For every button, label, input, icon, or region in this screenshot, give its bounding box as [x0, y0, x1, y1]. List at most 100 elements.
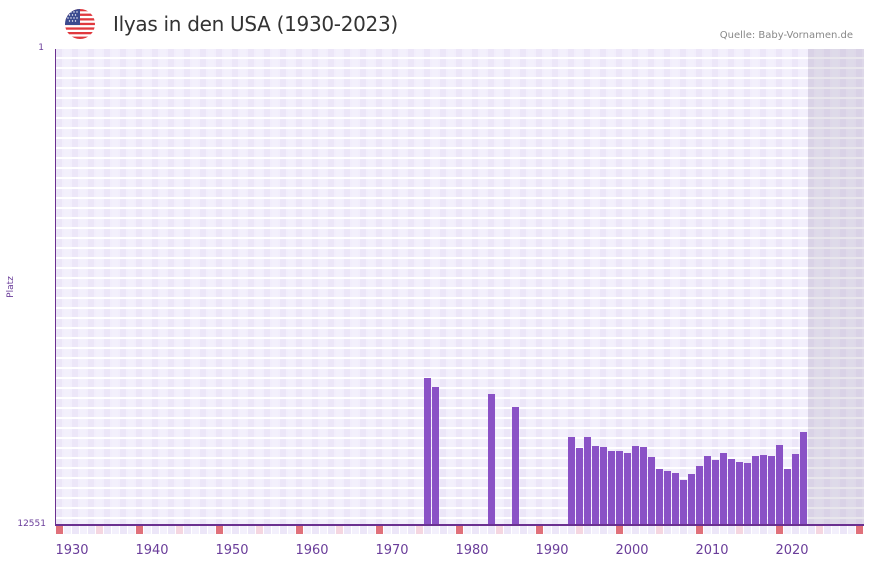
year-marker [248, 526, 255, 534]
year-marker [520, 526, 527, 534]
grid-row [56, 167, 864, 169]
bar-2019[interactable] [768, 455, 775, 525]
year-marker [736, 526, 743, 534]
year-marker [624, 526, 631, 534]
year-marker [600, 526, 607, 534]
bar-2008[interactable] [680, 479, 687, 525]
grid-row [56, 87, 864, 89]
bar-1976[interactable] [424, 378, 431, 525]
bar-2002[interactable] [632, 445, 639, 525]
bar-1984[interactable] [488, 393, 495, 525]
bar-2018[interactable] [760, 454, 767, 525]
year-marker [616, 526, 623, 534]
y-axis-title: Platz [6, 276, 16, 298]
bar-2004[interactable] [648, 456, 655, 525]
bar-2001[interactable] [624, 452, 631, 525]
grid-row [56, 467, 864, 469]
bar-2009[interactable] [688, 473, 695, 525]
grid-row [56, 67, 864, 69]
bar-1998[interactable] [600, 446, 607, 525]
usa-flag-icon [65, 9, 95, 39]
bar-2007[interactable] [672, 472, 679, 525]
grid-row [56, 417, 864, 419]
year-marker [72, 526, 79, 534]
grid-row [56, 457, 864, 459]
year-marker [720, 526, 727, 534]
year-marker [480, 526, 487, 534]
year-marker [472, 526, 479, 534]
year-marker [856, 526, 863, 534]
year-marker [144, 526, 151, 534]
grid-row [56, 77, 864, 79]
grid-row [56, 247, 864, 249]
year-marker [240, 526, 247, 534]
bar-2003[interactable] [640, 446, 647, 525]
year-marker [256, 526, 263, 534]
year-marker [784, 526, 791, 534]
bar-1999[interactable] [608, 450, 615, 525]
year-marker [840, 526, 847, 534]
grid-row [56, 177, 864, 179]
bar-2016[interactable] [744, 462, 751, 525]
bar-1997[interactable] [592, 445, 599, 525]
future-shade [808, 49, 864, 525]
year-marker [416, 526, 423, 534]
bar-2017[interactable] [752, 455, 759, 525]
year-marker [544, 526, 551, 534]
x-tick-1950: 1950 [215, 543, 249, 558]
grid-row [56, 487, 864, 489]
grid-row [56, 127, 864, 129]
year-marker [272, 526, 279, 534]
bar-1987[interactable] [512, 407, 519, 525]
bar-2011[interactable] [704, 455, 711, 525]
bar-1995[interactable] [576, 447, 583, 525]
x-tick-1980: 1980 [455, 543, 489, 558]
year-marker [488, 526, 495, 534]
year-marker [648, 526, 655, 534]
grid-row [56, 387, 864, 389]
x-tick-1970: 1970 [375, 543, 409, 558]
bar-2022[interactable] [792, 453, 799, 525]
year-marker [440, 526, 447, 534]
bar-2015[interactable] [736, 461, 743, 525]
bar-2012[interactable] [712, 459, 719, 525]
year-marker [320, 526, 327, 534]
year-marker [352, 526, 359, 534]
year-marker [168, 526, 175, 534]
grid-row [56, 97, 864, 99]
year-marker [816, 526, 823, 534]
grid-row [56, 197, 864, 199]
year-marker [192, 526, 199, 534]
bar-1996[interactable] [584, 436, 591, 525]
grid-row [56, 327, 864, 329]
grid-row [56, 237, 864, 239]
grid-row [56, 147, 864, 149]
bar-1994[interactable] [568, 436, 575, 525]
bar-1977[interactable] [432, 387, 439, 525]
bar-2014[interactable] [728, 458, 735, 525]
grid-row [56, 437, 864, 439]
grid-row [56, 137, 864, 139]
bar-2013[interactable] [720, 452, 727, 525]
bar-2006[interactable] [664, 470, 671, 525]
grid-row [56, 367, 864, 369]
year-marker [776, 526, 783, 534]
bar-2021[interactable] [784, 468, 791, 525]
year-marker [608, 526, 615, 534]
grid-row [56, 507, 864, 509]
x-tick-2020: 2020 [775, 543, 809, 558]
bar-2005[interactable] [656, 468, 663, 525]
year-marker [800, 526, 807, 534]
year-marker [128, 526, 135, 534]
year-marker [584, 526, 591, 534]
year-marker [304, 526, 311, 534]
bar-2000[interactable] [616, 450, 623, 525]
year-marker [408, 526, 415, 534]
year-marker [792, 526, 799, 534]
bar-2010[interactable] [696, 465, 703, 525]
bar-2020[interactable] [776, 444, 783, 525]
year-marker [568, 526, 575, 534]
year-marker [824, 526, 831, 534]
bar-2023[interactable] [800, 431, 807, 525]
year-marker [216, 526, 223, 534]
